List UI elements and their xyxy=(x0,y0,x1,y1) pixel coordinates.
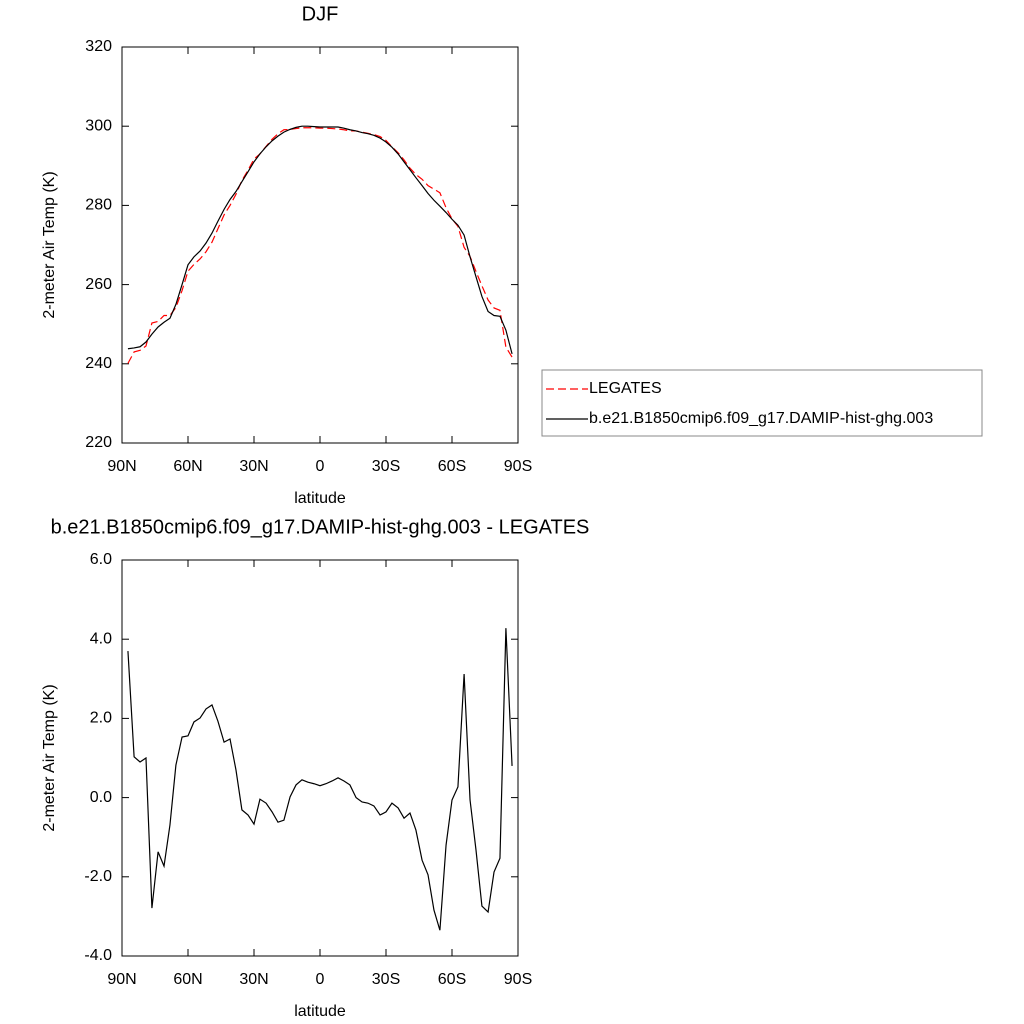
x-axis-label: latitude xyxy=(294,490,346,507)
chart-title: b.e21.B1850cmip6.f09_g17.DAMIP-hist-ghg.… xyxy=(51,516,590,538)
y-tick-label: 220 xyxy=(85,434,112,451)
x-tick-label: 30S xyxy=(372,458,400,475)
x-tick-label: 90N xyxy=(107,971,136,988)
legend-box xyxy=(541,369,983,437)
y-tick-label: 320 xyxy=(85,38,112,55)
chart-title: DJF xyxy=(302,3,339,25)
x-tick-label: 30N xyxy=(239,971,268,988)
y-tick-label: -4.0 xyxy=(84,947,112,964)
data-line xyxy=(127,127,513,364)
data-line xyxy=(127,628,513,931)
legend-label: b.e21.B1850cmip6.f09_g17.DAMIP-hist-ghg.… xyxy=(589,410,933,427)
x-tick-label: 90S xyxy=(504,971,532,988)
x-tick-label: 60S xyxy=(438,458,466,475)
x-tick-label: 60N xyxy=(173,971,202,988)
y-tick-label: -2.0 xyxy=(84,868,112,885)
x-tick-label: 30N xyxy=(239,458,268,475)
y-axis-label: 2-meter Air Temp (K) xyxy=(41,171,58,318)
y-tick-label: 0.0 xyxy=(90,789,112,806)
x-axis-label: latitude xyxy=(294,1003,346,1020)
y-tick-label: 300 xyxy=(85,117,112,134)
x-tick-label: 90N xyxy=(107,458,136,475)
x-tick-label: 0 xyxy=(316,458,325,475)
x-tick-label: 90S xyxy=(504,458,532,475)
x-tick-label: 30S xyxy=(372,971,400,988)
y-tick-label: 6.0 xyxy=(90,551,112,568)
x-tick-label: 60S xyxy=(438,971,466,988)
y-tick-label: 280 xyxy=(85,197,112,214)
data-line xyxy=(127,125,513,355)
y-tick-label: 260 xyxy=(85,276,112,293)
plot-frame xyxy=(121,46,519,444)
y-tick-label: 240 xyxy=(85,355,112,372)
plot-frame xyxy=(121,559,519,957)
y-tick-label: 4.0 xyxy=(90,630,112,647)
x-tick-label: 60N xyxy=(173,458,202,475)
x-tick-label: 0 xyxy=(316,971,325,988)
y-tick-label: 2.0 xyxy=(90,710,112,727)
y-axis-label: 2-meter Air Temp (K) xyxy=(41,684,58,831)
legend-label: LEGATES xyxy=(589,380,662,397)
